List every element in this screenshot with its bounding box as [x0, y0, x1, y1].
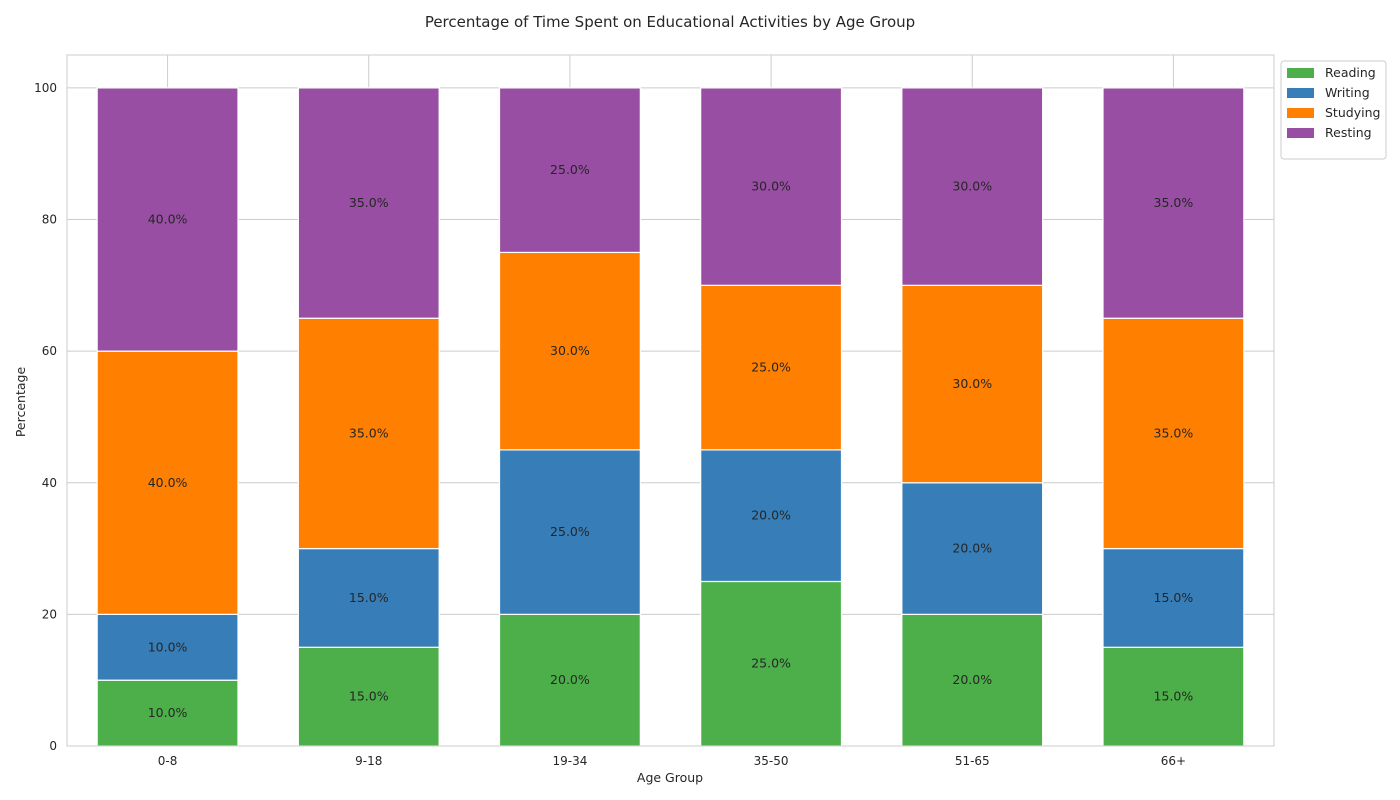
y-tick-label: 100 — [34, 81, 57, 95]
data-label: 15.0% — [349, 590, 389, 605]
data-label: 20.0% — [952, 541, 992, 556]
data-label: 35.0% — [349, 425, 389, 440]
legend: Reading Writing Studying Resting — [1280, 60, 1387, 160]
legend-label-resting: Resting — [1325, 125, 1372, 140]
legend-label-writing: Writing — [1325, 85, 1370, 100]
axes-frame — [66, 54, 1275, 747]
legend-swatch-writing — [1287, 88, 1314, 98]
x-tick-label: 0-8 — [158, 754, 178, 768]
y-tick-label: 80 — [42, 213, 57, 227]
bar-segment-writing-51-65 — [901, 482, 1044, 615]
bar-segment-reading-51-65 — [901, 613, 1044, 747]
data-label: 30.0% — [952, 179, 992, 194]
legend-swatch-reading — [1287, 68, 1314, 78]
data-label: 15.0% — [1154, 590, 1194, 605]
y-tick-label: 0 — [49, 739, 57, 753]
y-tick-label: 40 — [42, 476, 57, 490]
bar-segment-resting-51-65 — [901, 87, 1044, 286]
x-tick-label: 35-50 — [754, 754, 789, 768]
legend-swatch-studying — [1287, 108, 1314, 118]
y-tick-label: 20 — [42, 607, 57, 621]
data-label: 25.0% — [751, 360, 791, 375]
data-label: 35.0% — [1154, 425, 1194, 440]
bar-segment-studying-9-18 — [297, 317, 440, 550]
data-label: 35.0% — [1154, 195, 1194, 210]
bar-segment-resting-35-50 — [700, 87, 843, 286]
x-tick-label: 19-34 — [552, 754, 587, 768]
bar-segment-resting-66+ — [1102, 87, 1245, 319]
legend-label-reading: Reading — [1325, 65, 1376, 80]
legend-label-studying: Studying — [1325, 105, 1380, 120]
bar-segment-writing-35-50 — [700, 449, 843, 583]
data-label: 20.0% — [952, 672, 992, 687]
bar-segment-studying-19-34 — [498, 251, 641, 451]
bar-segment-reading-19-34 — [498, 613, 641, 747]
data-label: 40.0% — [148, 475, 188, 490]
bar-segment-studying-0-8 — [96, 350, 239, 615]
x-tick-label: 51-65 — [955, 754, 990, 768]
bar-segment-writing-19-34 — [498, 449, 641, 615]
bar-segment-reading-9-18 — [297, 646, 440, 747]
data-label: 35.0% — [349, 195, 389, 210]
data-label: 25.0% — [550, 162, 590, 177]
bar-segment-reading-0-8 — [96, 679, 239, 747]
bar-segment-resting-9-18 — [297, 87, 440, 319]
data-label: 10.0% — [148, 639, 188, 654]
x-tick-label: 9-18 — [355, 754, 382, 768]
bar-segment-studying-66+ — [1102, 317, 1245, 550]
data-label: 15.0% — [349, 689, 389, 704]
x-axis-label: Age Group — [637, 770, 703, 785]
bar-segment-studying-51-65 — [901, 284, 1044, 484]
data-label: 25.0% — [751, 656, 791, 671]
y-axis-label: Percentage — [13, 367, 28, 438]
y-tick-label: 60 — [42, 344, 57, 358]
data-label: 40.0% — [148, 212, 188, 227]
bar-segment-reading-35-50 — [700, 580, 843, 747]
bar-segment-resting-19-34 — [498, 87, 641, 254]
plot-area — [67, 55, 1274, 746]
legend-swatch-resting — [1287, 128, 1314, 138]
chart-title: Percentage of Time Spent on Educational … — [425, 13, 915, 31]
data-label: 10.0% — [148, 705, 188, 720]
bar-segment-reading-66+ — [1102, 646, 1245, 747]
data-label: 30.0% — [751, 179, 791, 194]
data-label: 25.0% — [550, 524, 590, 539]
data-label: 30.0% — [550, 343, 590, 358]
data-label: 20.0% — [751, 508, 791, 523]
bar-segment-writing-9-18 — [297, 547, 440, 648]
x-tick-label: 66+ — [1161, 754, 1186, 768]
bar-segment-writing-66+ — [1102, 547, 1245, 648]
data-label: 20.0% — [550, 672, 590, 687]
data-label: 30.0% — [952, 376, 992, 391]
bar-segment-studying-35-50 — [700, 284, 843, 451]
bar-segment-resting-0-8 — [96, 87, 239, 352]
data-label: 15.0% — [1154, 689, 1194, 704]
